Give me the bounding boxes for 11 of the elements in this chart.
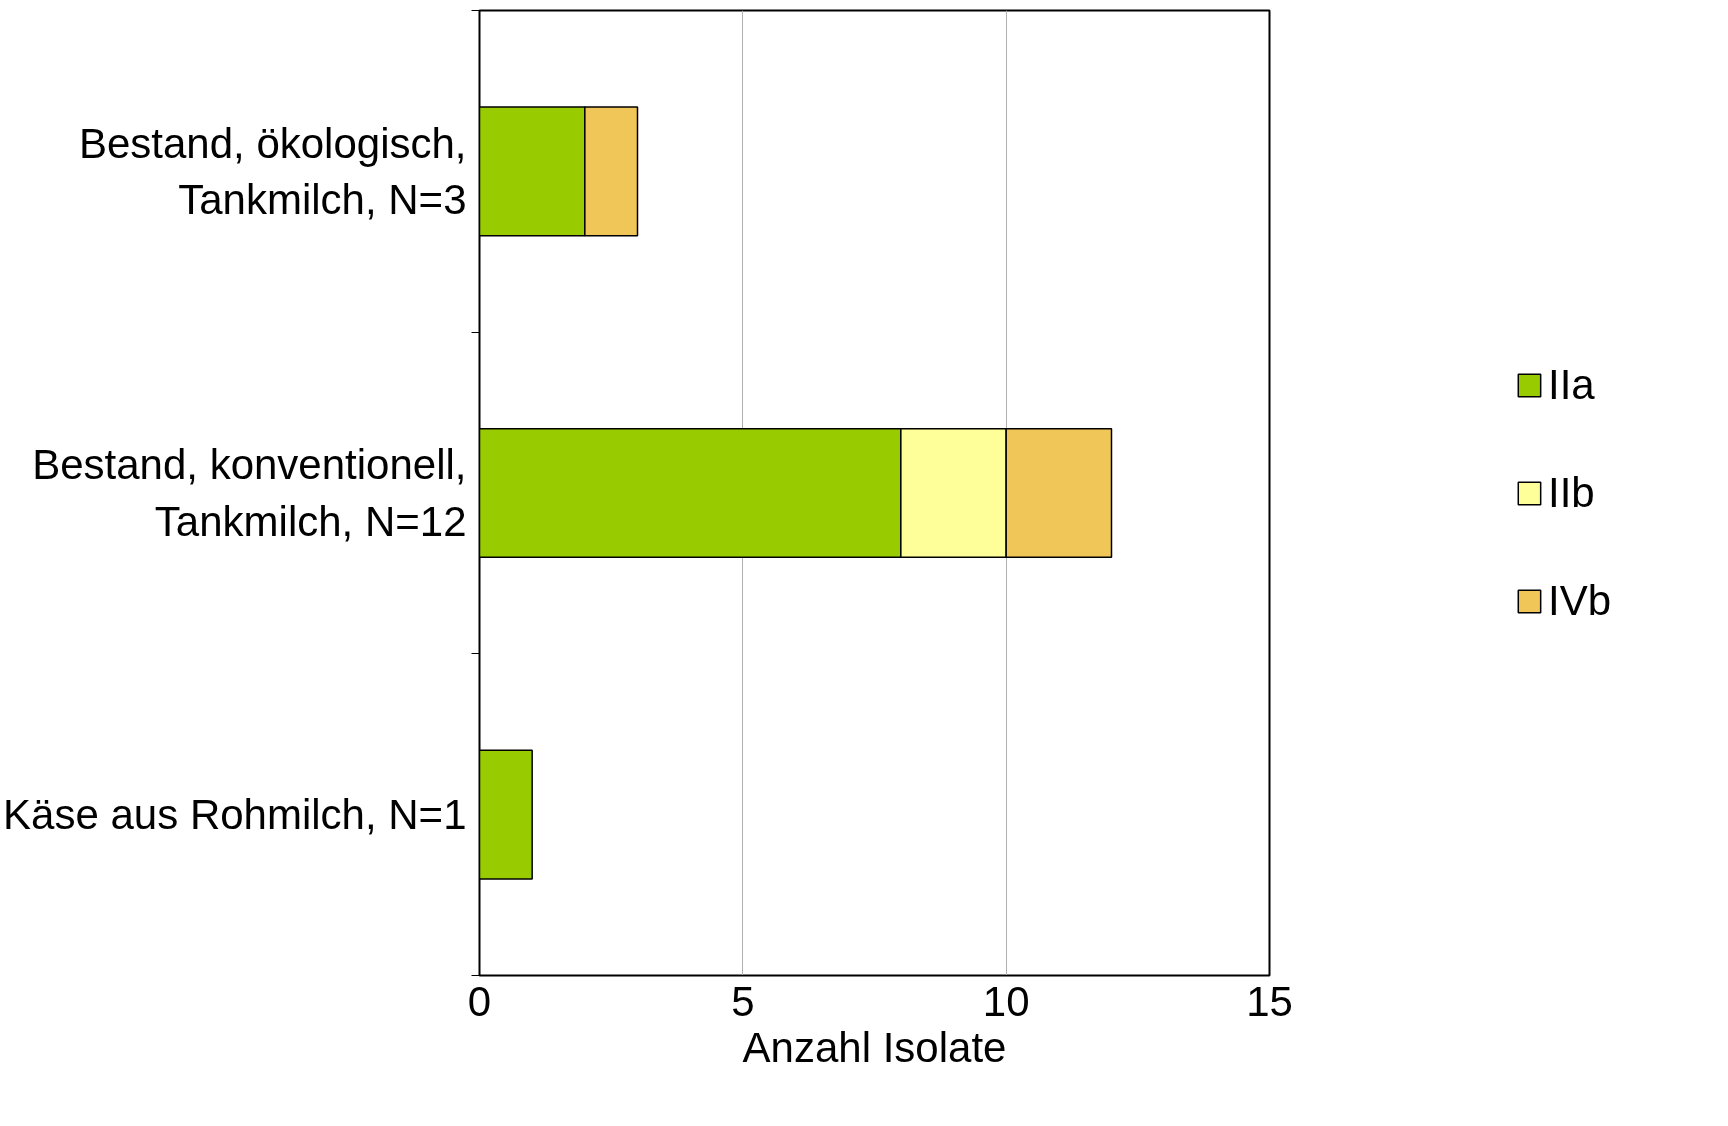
y-tick-label: Bestand, konventionell, Tankmilch, N=12 xyxy=(32,441,467,545)
x-tick-label: 5 xyxy=(731,977,755,1025)
x-tick-label: 0 xyxy=(467,977,492,1025)
legend-label: IVb xyxy=(1547,576,1612,625)
legend-label: IIa xyxy=(1547,360,1595,409)
y-tick-label: Käse aus Rohmilch, N=1 xyxy=(3,791,467,839)
legend-label: IIb xyxy=(1547,468,1595,517)
y-tick-label: Bestand, ökologisch, Tankmilch, N=3 xyxy=(78,119,467,224)
x-tick-label: 10 xyxy=(982,977,1030,1025)
x-axis-title: Anzahl Isolate xyxy=(742,1023,1007,1071)
x-tick-label: 15 xyxy=(1246,977,1293,1025)
